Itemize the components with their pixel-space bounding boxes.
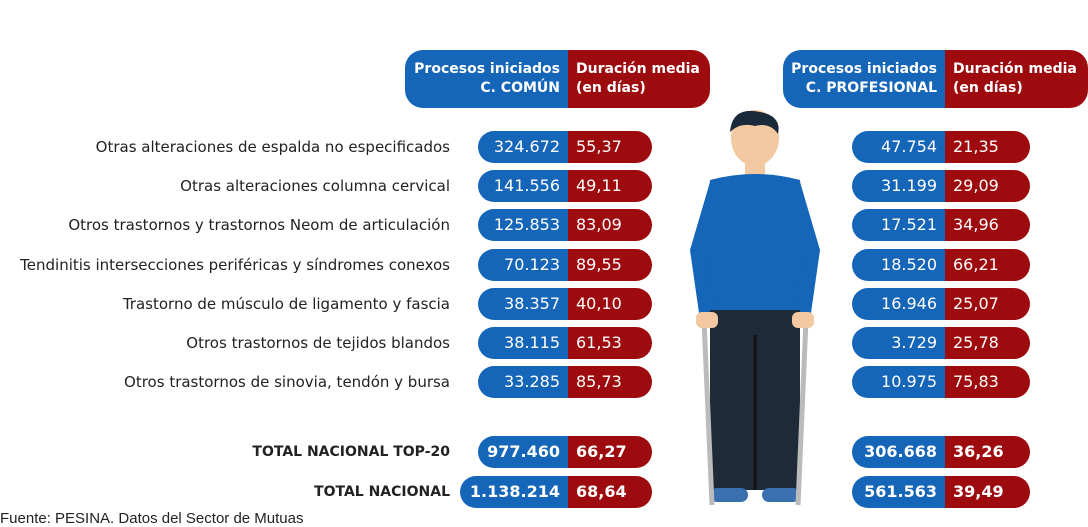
professional-duration: 66,21 — [945, 248, 1030, 281]
professional-cases: 47.754 — [852, 131, 945, 163]
professional-cases: 3.729 — [852, 327, 945, 359]
common-duration: 40,10 — [568, 287, 652, 320]
header-line: (en días) — [576, 80, 646, 96]
professional-duration: 29,09 — [945, 170, 1030, 203]
common-cases: 38.357 — [478, 287, 568, 320]
row-label: Otros trastornos de sinovia, tendón y bu… — [124, 373, 450, 392]
common-duration: 83,09 — [568, 209, 652, 242]
professional-duration: 25,07 — [945, 287, 1030, 320]
common-duration: 68,64 — [568, 476, 652, 508]
header-pill: Procesos iniciados C. COMÚN — [405, 50, 568, 108]
row-label: TOTAL NACIONAL — [314, 484, 450, 500]
header-line: (en días) — [953, 80, 1023, 96]
common-duration: 66,27 — [568, 436, 652, 468]
row-label: Otras alteraciones columna cervical — [180, 177, 450, 196]
header-line: Procesos iniciados — [791, 61, 937, 77]
professional-cases: 10.975 — [852, 366, 945, 399]
professional-duration: 75,83 — [945, 366, 1030, 399]
common-cases: 1.138.214 — [460, 476, 568, 508]
professional-cases: 18.520 — [852, 248, 945, 281]
common-duration: 55,37 — [568, 131, 652, 163]
row-label: Otros trastornos de tejidos blandos — [186, 334, 450, 352]
common-duration: 49,11 — [568, 170, 652, 203]
row-label: Otros trastornos y trastornos Neom de ar… — [68, 216, 450, 235]
header-line: Duración media — [576, 61, 700, 77]
header-line: Procesos iniciados — [414, 61, 560, 77]
header-line: C. COMÚN — [480, 80, 560, 96]
professional-cases: 306.668 — [852, 436, 945, 468]
professional-duration: 39,49 — [945, 476, 1030, 508]
person-illustration — [690, 110, 820, 506]
common-cases: 70.123 — [478, 248, 568, 281]
professional-duration: 36,26 — [945, 436, 1030, 468]
professional-duration: 34,96 — [945, 209, 1030, 242]
header-pill: Procesos iniciados C. PROFESIONAL — [783, 50, 945, 108]
professional-cases: 561.563 — [852, 476, 945, 508]
professional-cases: 31.199 — [852, 170, 945, 203]
row-label: Tendinitis intersecciones periféricas y … — [20, 255, 450, 274]
common-cases: 324.672 — [478, 131, 568, 163]
common-duration: 85,73 — [568, 366, 652, 399]
common-cases: 977.460 — [478, 436, 568, 468]
header-pill: Duración media (en días) — [945, 50, 1088, 108]
header-line: C. PROFESIONAL — [805, 80, 937, 96]
row-label: Trastorno de músculo de ligamento y fasc… — [122, 294, 450, 313]
row-label: Otras alteraciones de espalda no especif… — [95, 138, 450, 156]
common-cases: 125.853 — [478, 209, 568, 242]
header-pill: Duración media (en días) — [568, 50, 710, 108]
common-cases: 33.285 — [478, 366, 568, 399]
professional-cases: 17.521 — [852, 209, 945, 242]
common-cases: 38.115 — [478, 327, 568, 359]
professional-duration: 25,78 — [945, 327, 1030, 359]
header-line: Duración media — [953, 61, 1077, 77]
row-label: TOTAL NACIONAL TOP-20 — [252, 444, 450, 460]
professional-cases: 16.946 — [852, 287, 945, 320]
common-duration: 61,53 — [568, 327, 652, 359]
source-note: Fuente: PESINA. Datos del Sector de Mutu… — [0, 510, 304, 527]
common-duration: 89,55 — [568, 248, 652, 281]
common-cases: 141.556 — [478, 170, 568, 203]
professional-duration: 21,35 — [945, 131, 1030, 163]
